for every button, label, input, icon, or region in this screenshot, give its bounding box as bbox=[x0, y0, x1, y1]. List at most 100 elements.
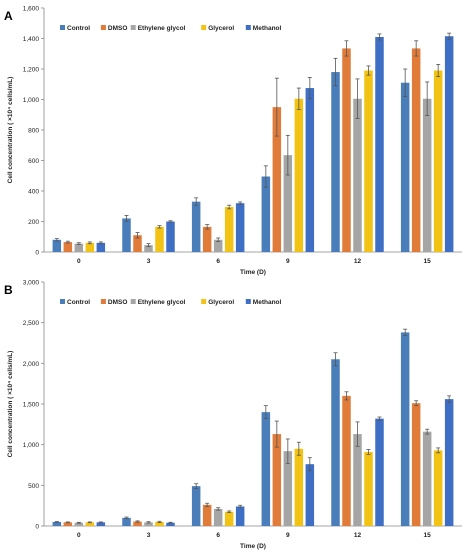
panel-label-a: A bbox=[4, 9, 13, 23]
bar-dmso bbox=[133, 235, 142, 252]
bar-methanol bbox=[166, 221, 175, 252]
x-tick-label: 12 bbox=[354, 258, 362, 265]
y-tick-label: 3,000 bbox=[23, 280, 40, 287]
legend-swatch bbox=[60, 25, 65, 30]
bar-methanol bbox=[305, 464, 315, 526]
legend-swatch bbox=[100, 299, 106, 304]
bar-glycerol bbox=[294, 98, 304, 252]
bar-ethylene-glycol bbox=[213, 508, 223, 526]
bar-dmso bbox=[202, 226, 212, 252]
bar-control bbox=[400, 82, 410, 252]
y-tick-label: 2,500 bbox=[23, 320, 40, 327]
bar-ethylene-glycol bbox=[74, 243, 84, 252]
bar-ethylene-glycol bbox=[144, 245, 153, 252]
bar-dmso bbox=[202, 504, 212, 526]
bar-ethylene-glycol bbox=[422, 431, 432, 526]
bar-dmso bbox=[272, 107, 282, 252]
y-tick-label: 500 bbox=[28, 483, 39, 490]
x-tick-label: 9 bbox=[286, 532, 290, 539]
bar-dmso bbox=[342, 395, 351, 526]
x-tick-label: 0 bbox=[77, 258, 81, 265]
bar-methanol bbox=[375, 418, 384, 526]
legend-label: Ethylene glycol bbox=[138, 299, 186, 306]
bar-methanol bbox=[235, 203, 245, 252]
y-tick-label: 400 bbox=[28, 189, 39, 196]
bar-methanol bbox=[166, 522, 175, 526]
y-tick-label: 1,200 bbox=[23, 67, 40, 74]
bar-control bbox=[122, 218, 131, 252]
bar-methanol bbox=[96, 242, 106, 252]
bar-control bbox=[261, 412, 271, 526]
bar-glycerol bbox=[364, 70, 373, 253]
bar-control bbox=[191, 201, 201, 252]
bar-methanol bbox=[375, 36, 384, 252]
bar-glycerol bbox=[155, 226, 164, 252]
legend-label: DMSO bbox=[108, 299, 128, 306]
bar-methanol bbox=[235, 506, 245, 526]
legend-label: Glycerol bbox=[208, 299, 234, 306]
bar-glycerol bbox=[155, 521, 164, 526]
y-tick-label: 800 bbox=[28, 128, 39, 135]
bar-methanol bbox=[96, 522, 106, 526]
bar-control bbox=[261, 176, 271, 252]
y-axis-label: Cell concentration ( ×10⁴ cells/mL) bbox=[7, 351, 14, 458]
bar-dmso bbox=[63, 242, 73, 252]
bar-ethylene-glycol bbox=[283, 451, 293, 526]
bar-glycerol bbox=[224, 511, 234, 526]
legend-swatch bbox=[201, 25, 207, 30]
bar-control bbox=[191, 486, 201, 526]
bar-glycerol bbox=[85, 242, 95, 252]
legend-swatch bbox=[201, 299, 207, 304]
x-tick-label: 6 bbox=[216, 258, 220, 265]
y-tick-label: 2,000 bbox=[23, 361, 40, 368]
bar-control bbox=[331, 359, 340, 526]
legend-swatch bbox=[60, 299, 65, 304]
bar-ethylene-glycol bbox=[353, 434, 362, 526]
x-tick-label: 15 bbox=[424, 532, 432, 539]
legend-swatch bbox=[100, 25, 106, 30]
x-tick-label: 3 bbox=[147, 532, 151, 539]
y-tick-label: 0 bbox=[35, 524, 39, 531]
bar-glycerol bbox=[85, 522, 95, 526]
bar-control bbox=[52, 521, 62, 526]
bar-glycerol bbox=[364, 451, 373, 526]
bar-ethylene-glycol bbox=[74, 522, 84, 526]
bar-dmso bbox=[411, 403, 421, 526]
bar-dmso bbox=[63, 522, 73, 526]
x-tick-label: 6 bbox=[216, 532, 220, 539]
panel-label-b: B bbox=[4, 283, 13, 297]
x-tick-label: 0 bbox=[77, 532, 81, 539]
y-tick-label: 1,600 bbox=[23, 6, 40, 13]
legend-label: Control bbox=[67, 299, 90, 306]
bar-glycerol bbox=[433, 70, 443, 253]
y-tick-label: 1,000 bbox=[23, 442, 40, 449]
bar-methanol bbox=[444, 36, 454, 253]
bar-ethylene-glycol bbox=[283, 155, 293, 252]
y-tick-label: 1,000 bbox=[23, 97, 40, 104]
y-tick-label: 200 bbox=[28, 219, 39, 226]
legend-swatch bbox=[245, 25, 251, 30]
x-tick-label: 12 bbox=[354, 532, 362, 539]
bar-dmso bbox=[342, 48, 351, 252]
legend-label: Ethylene glycol bbox=[138, 25, 186, 32]
bar-methanol bbox=[305, 88, 315, 252]
bar-glycerol bbox=[224, 207, 234, 252]
bar-control bbox=[400, 332, 410, 526]
bar-ethylene-glycol bbox=[213, 239, 223, 252]
legend-label: Methanol bbox=[253, 299, 282, 306]
y-axis-label: Cell concentration ( ×10⁴ cells/mL) bbox=[7, 77, 14, 184]
bar-methanol bbox=[444, 399, 454, 526]
x-axis-label: Time (D) bbox=[240, 269, 266, 276]
bar-dmso bbox=[272, 434, 282, 526]
y-tick-label: 1,400 bbox=[23, 36, 40, 43]
x-tick-label: 3 bbox=[147, 258, 151, 265]
bar-glycerol bbox=[294, 448, 304, 526]
bar-dmso bbox=[133, 521, 142, 526]
x-axis-label: Time (D) bbox=[240, 543, 266, 550]
legend-label: DMSO bbox=[108, 25, 128, 32]
legend-label: Control bbox=[67, 25, 90, 32]
legend-label: Methanol bbox=[253, 25, 282, 32]
bar-ethylene-glycol bbox=[422, 98, 432, 252]
